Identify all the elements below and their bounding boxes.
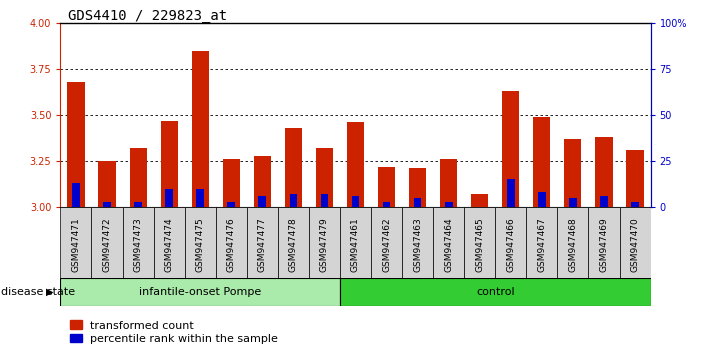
Legend: transformed count, percentile rank within the sample: transformed count, percentile rank withi…: [66, 316, 283, 348]
Bar: [321, 194, 328, 207]
Text: GSM947474: GSM947474: [165, 218, 173, 272]
Bar: [259, 196, 266, 207]
Bar: [352, 196, 359, 207]
Bar: [72, 183, 80, 207]
Bar: [247, 207, 278, 278]
Bar: [185, 207, 215, 278]
Bar: [68, 82, 85, 207]
Bar: [309, 207, 340, 278]
Text: disease state: disease state: [1, 287, 75, 297]
Text: GSM947471: GSM947471: [72, 218, 80, 273]
Text: infantile-onset Pompe: infantile-onset Pompe: [139, 287, 262, 297]
Bar: [496, 207, 526, 278]
Text: GDS4410 / 229823_at: GDS4410 / 229823_at: [68, 9, 227, 23]
Bar: [433, 207, 464, 278]
Bar: [409, 169, 426, 207]
Text: GSM947476: GSM947476: [227, 218, 236, 273]
Bar: [502, 91, 519, 207]
Text: GSM947478: GSM947478: [289, 218, 298, 273]
Bar: [402, 207, 433, 278]
Bar: [196, 189, 204, 207]
Bar: [383, 201, 390, 207]
Bar: [60, 278, 340, 306]
Text: GSM947470: GSM947470: [631, 218, 639, 273]
Bar: [154, 207, 185, 278]
Bar: [92, 207, 122, 278]
Text: GSM947473: GSM947473: [134, 218, 143, 273]
Bar: [445, 201, 452, 207]
Bar: [340, 278, 651, 306]
Bar: [565, 139, 582, 207]
Bar: [507, 179, 515, 207]
Text: GSM947463: GSM947463: [413, 218, 422, 273]
Bar: [254, 155, 271, 207]
Text: GSM947462: GSM947462: [382, 218, 391, 272]
Bar: [569, 198, 577, 207]
Bar: [340, 207, 371, 278]
Bar: [192, 51, 209, 207]
Bar: [285, 128, 302, 207]
Text: GSM947461: GSM947461: [351, 218, 360, 273]
Bar: [414, 198, 422, 207]
Bar: [134, 201, 142, 207]
Text: GSM947472: GSM947472: [102, 218, 112, 272]
Bar: [471, 194, 488, 207]
Text: GSM947469: GSM947469: [599, 218, 609, 273]
Bar: [289, 194, 297, 207]
Bar: [378, 167, 395, 207]
Bar: [626, 150, 643, 207]
Text: GSM947475: GSM947475: [196, 218, 205, 273]
Bar: [589, 207, 619, 278]
Bar: [228, 201, 235, 207]
Bar: [347, 122, 364, 207]
Bar: [631, 201, 639, 207]
Bar: [371, 207, 402, 278]
Bar: [122, 207, 154, 278]
Bar: [99, 161, 116, 207]
Bar: [161, 121, 178, 207]
Bar: [538, 192, 546, 207]
Bar: [557, 207, 589, 278]
Bar: [223, 159, 240, 207]
Text: GSM947467: GSM947467: [538, 218, 546, 273]
Text: GSM947468: GSM947468: [568, 218, 577, 273]
Text: GSM947464: GSM947464: [444, 218, 453, 272]
Bar: [215, 207, 247, 278]
Bar: [103, 201, 111, 207]
Text: control: control: [476, 287, 515, 297]
Text: GSM947479: GSM947479: [320, 218, 329, 273]
Text: GSM947465: GSM947465: [475, 218, 484, 273]
Bar: [316, 148, 333, 207]
Bar: [278, 207, 309, 278]
Text: GSM947466: GSM947466: [506, 218, 515, 273]
Bar: [129, 148, 146, 207]
Bar: [533, 117, 550, 207]
Bar: [165, 189, 173, 207]
Bar: [526, 207, 557, 278]
Bar: [60, 207, 92, 278]
Text: GSM947477: GSM947477: [258, 218, 267, 273]
Bar: [600, 196, 608, 207]
Text: ▶: ▶: [46, 287, 53, 297]
Bar: [440, 159, 457, 207]
Bar: [619, 207, 651, 278]
Bar: [595, 137, 612, 207]
Bar: [464, 207, 496, 278]
